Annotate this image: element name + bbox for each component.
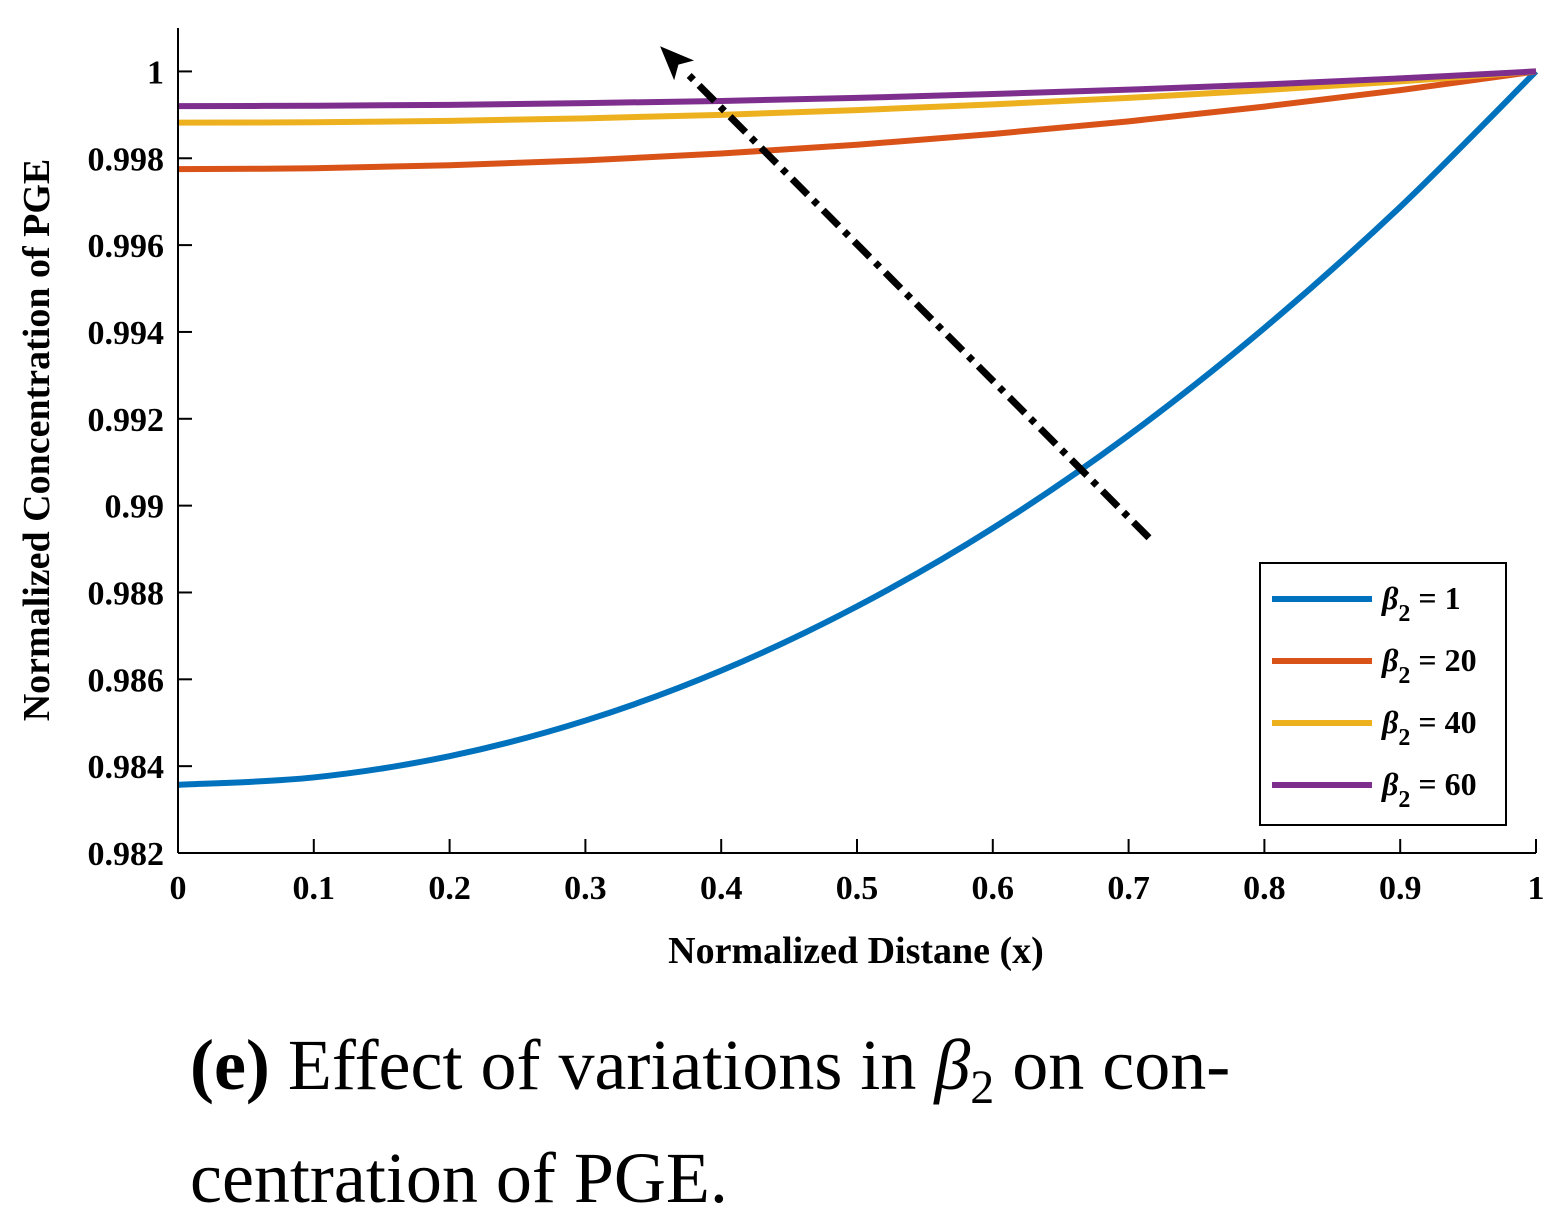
figure-caption: (e) Effect of variations in β2 on con-ce… — [190, 1020, 1490, 1223]
y-axis-title: Normalized Concentration of PGE — [16, 159, 58, 722]
x-tick-label: 0.4 — [700, 870, 743, 907]
x-tick-label: 0.2 — [428, 870, 471, 907]
y-tick-label: 1 — [147, 54, 164, 91]
caption-symbol: β — [934, 1025, 970, 1105]
x-tick-label: 0.6 — [972, 870, 1015, 907]
y-tick-label: 0.994 — [88, 315, 165, 352]
chart: 0 0.1 0.2 0.3 0.4 0.5 0.6 0.7 0.8 0.9 1 0.982 0.984 0… — [0, 0, 1562, 1010]
x-tick-label: 1 — [1528, 870, 1545, 907]
y-tick-label: 0.982 — [88, 836, 165, 873]
y-tick-label: 0.984 — [88, 749, 165, 786]
arrow-head — [660, 46, 694, 80]
x-tick-label: 0.5 — [836, 870, 879, 907]
x-tick-label: 0 — [170, 870, 187, 907]
x-tick-label: 0.7 — [1107, 870, 1150, 907]
y-tick-label: 0.99 — [105, 489, 165, 526]
x-tick-label: 0.8 — [1243, 870, 1286, 907]
caption-text-before: Effect of variations in — [288, 1025, 934, 1105]
y-tick-label: 0.992 — [88, 402, 165, 439]
trend-arrow-annotation — [660, 46, 1149, 538]
caption-subscript: 2 — [970, 1061, 994, 1114]
y-tick-label: 0.998 — [88, 141, 165, 178]
x-tick-label: 0.9 — [1379, 870, 1422, 907]
y-tick-label: 0.996 — [88, 228, 165, 265]
y-tick-label: 0.986 — [88, 662, 165, 699]
y-tick-label: 0.988 — [88, 575, 165, 612]
x-tick-label: 0.1 — [293, 870, 336, 907]
x-tick-label: 0.3 — [564, 870, 607, 907]
x-axis-title: Normalized Distane (x) — [668, 930, 1044, 972]
caption-label: (e) — [190, 1025, 270, 1105]
